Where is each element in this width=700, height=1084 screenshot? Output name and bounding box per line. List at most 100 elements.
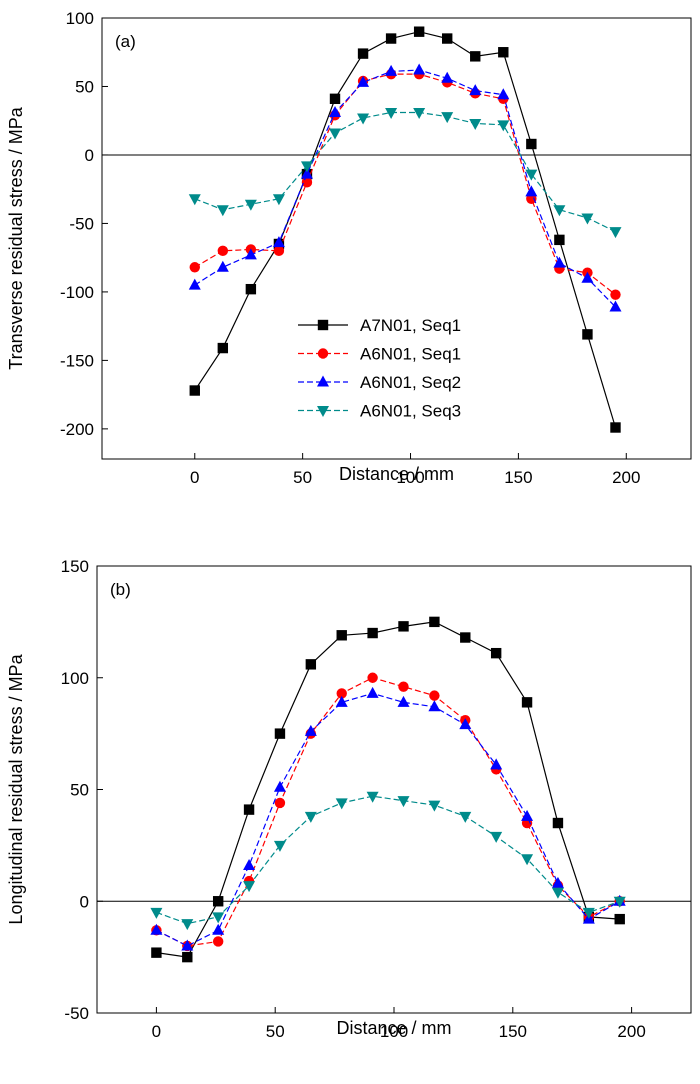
panel-label: (a) bbox=[115, 32, 136, 51]
y-tick-label: -200 bbox=[60, 420, 94, 439]
series-line bbox=[194, 69, 616, 308]
data-point bbox=[189, 385, 200, 396]
data-point bbox=[272, 236, 285, 248]
legend-marker bbox=[317, 348, 329, 359]
data-point bbox=[413, 108, 426, 119]
data-point bbox=[300, 167, 313, 179]
data-point bbox=[609, 300, 622, 312]
data-point bbox=[610, 289, 621, 300]
data-point bbox=[614, 913, 625, 925]
data-point bbox=[182, 951, 193, 963]
data-point bbox=[521, 697, 533, 708]
y-axis-title: Longitudinal residual stress / MPa bbox=[6, 653, 26, 924]
x-tick-label: 200 bbox=[617, 1022, 645, 1041]
y-tick-label: 0 bbox=[80, 892, 89, 911]
data-point bbox=[217, 342, 229, 354]
data-point bbox=[245, 283, 257, 295]
x-axis-title: Distance / mm bbox=[336, 1018, 451, 1038]
panel-a-transverse-stress: 0 50 100 150 200-200-150-100-50050100Distanc… bbox=[6, 9, 692, 487]
data-point bbox=[398, 621, 409, 632]
series-3 bbox=[150, 791, 626, 931]
series-0 bbox=[151, 616, 625, 963]
series-1 bbox=[151, 672, 625, 952]
data-point bbox=[181, 939, 194, 951]
y-tick-label: -150 bbox=[60, 351, 94, 370]
data-point bbox=[526, 138, 537, 150]
legend-label: A6N01, Seq2 bbox=[360, 373, 461, 392]
data-point bbox=[274, 797, 286, 809]
data-point bbox=[305, 659, 317, 670]
series-line bbox=[156, 677, 620, 947]
x-tick-label: 50 bbox=[266, 1022, 285, 1041]
y-tick-label: 150 bbox=[61, 557, 89, 576]
data-point bbox=[212, 923, 225, 935]
data-point bbox=[397, 796, 410, 808]
data-point bbox=[274, 728, 286, 739]
data-point bbox=[367, 627, 378, 639]
series-3 bbox=[188, 108, 622, 239]
data-point bbox=[243, 881, 256, 893]
data-point bbox=[521, 854, 534, 866]
data-point bbox=[613, 896, 626, 908]
legend: A7N01, Seq1 A6N01, Seq1 A6N01, Seq2 A6N01, … bbox=[298, 316, 461, 421]
y-tick-label: -50 bbox=[64, 1004, 89, 1023]
y-axis-title: Transverse residual stress / MPa bbox=[6, 106, 26, 369]
data-point bbox=[459, 811, 472, 823]
data-point bbox=[554, 234, 565, 246]
data-point bbox=[329, 106, 342, 117]
data-point bbox=[428, 700, 441, 712]
data-point bbox=[357, 48, 369, 59]
data-point bbox=[609, 227, 622, 239]
series-line bbox=[194, 111, 616, 233]
legend-marker bbox=[317, 319, 329, 331]
series-line bbox=[194, 73, 616, 296]
data-point bbox=[329, 93, 341, 105]
data-point bbox=[272, 194, 285, 206]
data-point bbox=[551, 876, 564, 888]
x-tick-label: 50 bbox=[293, 468, 312, 487]
y-tick-label: -50 bbox=[69, 214, 94, 233]
y-tick-label: 100 bbox=[61, 669, 89, 688]
x-tick-label: 100 bbox=[380, 1022, 408, 1041]
legend-label: A6N01, Seq1 bbox=[360, 345, 461, 364]
data-point bbox=[212, 936, 224, 947]
data-point bbox=[553, 205, 566, 217]
data-point bbox=[429, 690, 440, 701]
data-point bbox=[304, 811, 317, 823]
x-tick-label: 100 bbox=[396, 468, 424, 487]
data-point bbox=[385, 108, 398, 119]
data-point bbox=[150, 923, 163, 935]
y-tick-label: -100 bbox=[60, 283, 94, 302]
data-point bbox=[217, 245, 229, 257]
data-point bbox=[273, 840, 286, 852]
data-point bbox=[357, 75, 370, 87]
data-point bbox=[469, 84, 482, 96]
data-point bbox=[497, 120, 510, 132]
data-point bbox=[367, 672, 378, 683]
data-point bbox=[497, 88, 510, 100]
data-point bbox=[273, 780, 286, 792]
legend-marker bbox=[317, 406, 329, 417]
data-point bbox=[243, 804, 255, 815]
data-point bbox=[385, 64, 398, 76]
series-2 bbox=[188, 63, 622, 312]
plot-frame bbox=[101, 17, 692, 460]
series-line bbox=[156, 795, 620, 925]
y-tick-label: 50 bbox=[70, 781, 89, 800]
data-point bbox=[300, 161, 313, 173]
data-point bbox=[335, 798, 348, 810]
x-axis-title: Distance / mm bbox=[339, 464, 454, 484]
data-point bbox=[553, 256, 566, 268]
data-point bbox=[216, 205, 229, 217]
data-point bbox=[525, 185, 538, 197]
data-point bbox=[189, 262, 200, 273]
x-tick-label: 0 bbox=[152, 1022, 161, 1041]
data-point bbox=[397, 695, 410, 707]
x-tick-label: 0 bbox=[190, 468, 199, 487]
data-point bbox=[429, 616, 440, 628]
data-point bbox=[552, 817, 564, 829]
series-line bbox=[156, 621, 620, 958]
data-point bbox=[336, 688, 347, 699]
data-point bbox=[301, 177, 313, 188]
data-point bbox=[521, 809, 534, 821]
